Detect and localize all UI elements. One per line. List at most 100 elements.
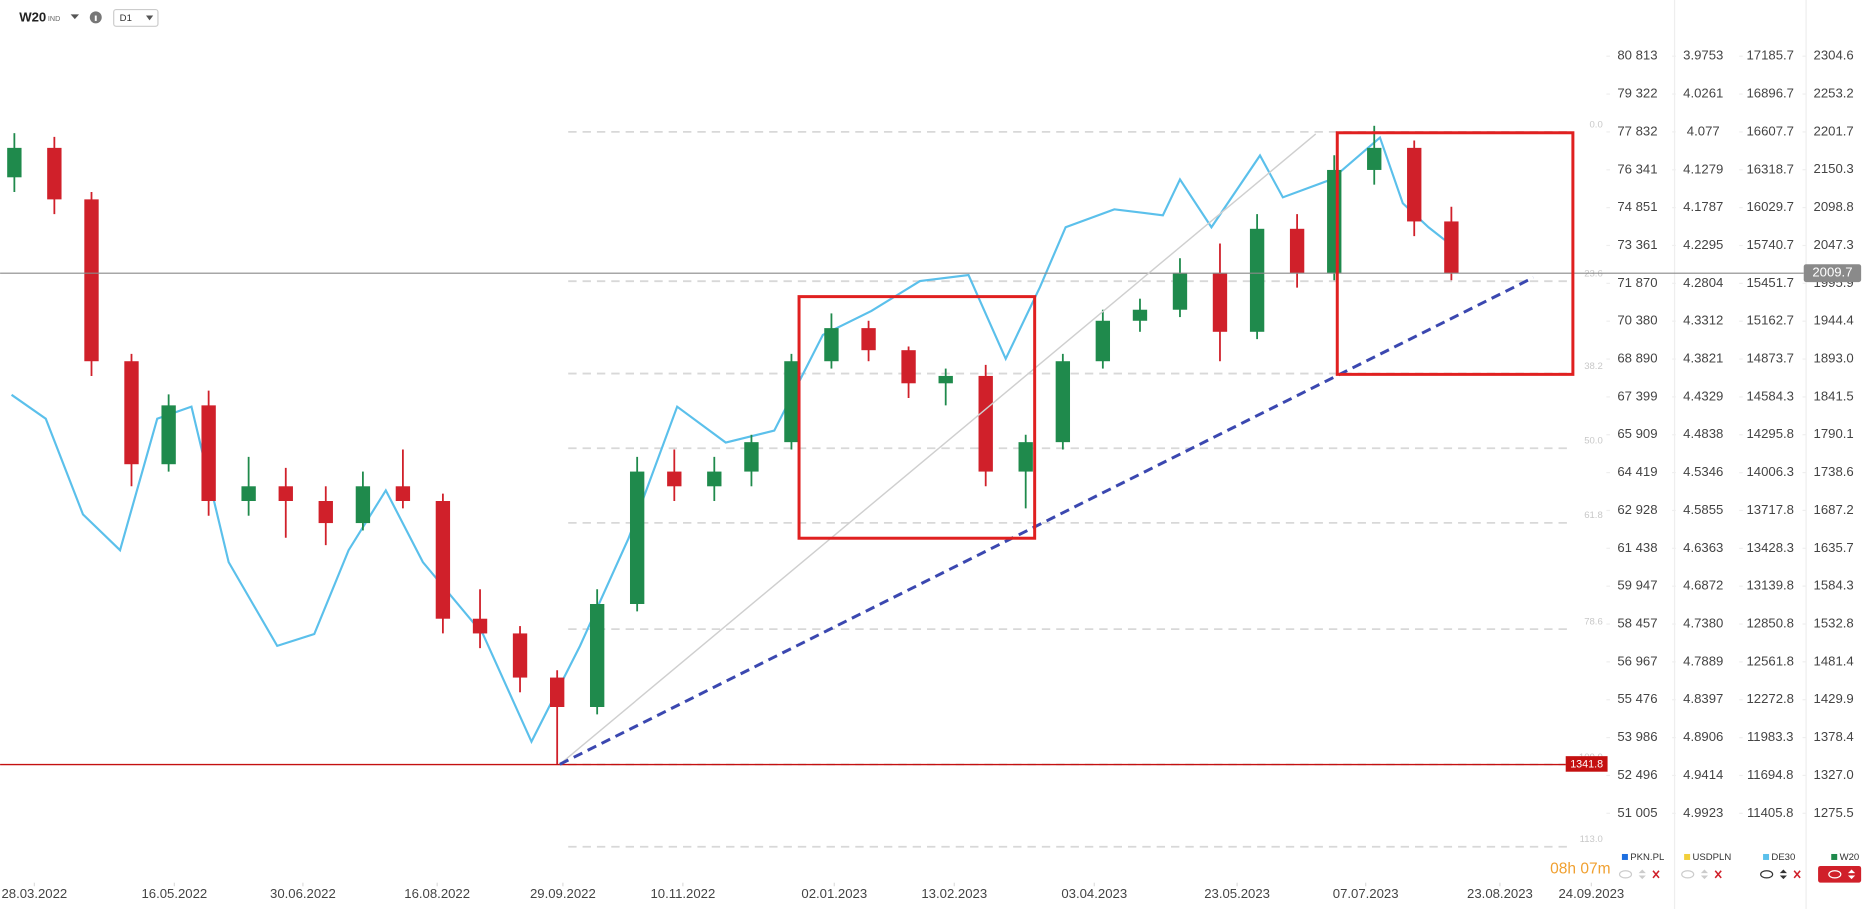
- y-tick-label: 16318.7: [1746, 161, 1794, 176]
- y-tick-label: 14584.3: [1746, 388, 1794, 403]
- y-tick-label: 1584.3: [1814, 578, 1854, 593]
- y-tick-label: 1790.1: [1814, 426, 1854, 441]
- info-icon-mark: [94, 15, 97, 21]
- y-tick-label: 11405.8: [1747, 805, 1794, 820]
- symbol-tag: IND: [48, 15, 60, 23]
- candle-body: [629, 471, 645, 605]
- candle-body: [938, 375, 953, 384]
- y-tick-label: 16029.7: [1746, 199, 1794, 214]
- timeframe-arrow: [145, 15, 154, 21]
- visibility-toggle[interactable]: [1681, 870, 1695, 879]
- y-tick-label: 76 341: [1617, 161, 1657, 176]
- trend-line: [559, 276, 1535, 766]
- candle-body: [707, 471, 722, 487]
- y-tick-label: 16896.7: [1746, 86, 1794, 101]
- timeframe: D1: [120, 13, 132, 24]
- y-tick-label: 71 870: [1617, 275, 1657, 290]
- candle-body: [1444, 221, 1459, 274]
- fib-label: 0.0: [1590, 119, 1603, 130]
- y-tick-label: 11983.3: [1747, 729, 1794, 744]
- order-toggle[interactable]: [1700, 869, 1709, 880]
- y-tick-label: 1635.7: [1814, 540, 1854, 555]
- x-tick-label: 23.05.2023: [1204, 886, 1270, 901]
- y-tick-label: 2098.8: [1814, 199, 1854, 214]
- legend-swatch: [1763, 853, 1770, 860]
- y-tick-label: 61 438: [1617, 540, 1657, 555]
- y-tick-label: 4.077: [1687, 123, 1720, 138]
- remove-series[interactable]: [1714, 870, 1722, 879]
- y-tick-label: 56 967: [1617, 653, 1657, 668]
- candle-body: [1095, 320, 1111, 362]
- x-tick-label: 03.04.2023: [1061, 886, 1127, 901]
- legend-label: DE30: [1771, 852, 1795, 863]
- y-tick-label: 1841.5: [1814, 388, 1854, 403]
- candle-body: [318, 501, 333, 524]
- y-tick-label: 1532.8: [1814, 615, 1854, 630]
- y-tick-label: 1481.4: [1814, 653, 1854, 668]
- order-toggle[interactable]: [1847, 869, 1856, 880]
- visibility-toggle[interactable]: [1760, 870, 1774, 879]
- candle-body: [1289, 228, 1305, 273]
- legend-swatch: [1621, 853, 1628, 860]
- y-tick-label: 4.8906: [1683, 729, 1723, 744]
- timeframe-select[interactable]: [113, 8, 159, 27]
- y-tick-label: 14873.7: [1746, 351, 1794, 366]
- fib-label: 50.0: [1584, 436, 1603, 447]
- remove-series[interactable]: [1861, 870, 1866, 879]
- x-tick-label: 30.06.2022: [270, 886, 336, 901]
- highlight-box: [1335, 131, 1575, 376]
- candle-body: [1407, 147, 1422, 222]
- y-tick-label: 4.2804: [1683, 275, 1723, 290]
- legend-label: W20: [1840, 852, 1860, 863]
- candle-body: [47, 147, 62, 200]
- remove-series[interactable]: [1793, 870, 1801, 879]
- y-tick-label: 15162.7: [1746, 313, 1794, 328]
- candle-body: [978, 375, 993, 472]
- visibility-toggle[interactable]: [1618, 870, 1633, 879]
- y-tick-label: 4.3312: [1683, 313, 1723, 328]
- y-tick-label: 53 986: [1617, 729, 1657, 744]
- x-tick-label: 07.07.2023: [1333, 886, 1399, 901]
- fib-label: 113.0: [1580, 834, 1603, 845]
- y-tick-label: 17185.7: [1746, 48, 1794, 63]
- y-tick-label: 4.1787: [1683, 199, 1723, 214]
- candle-body: [124, 361, 139, 465]
- y-tick-label: 12561.8: [1746, 653, 1794, 668]
- y-tick-label: 80 813: [1617, 48, 1657, 63]
- y-tick-label: 1327.0: [1814, 767, 1854, 782]
- y-tick-label: 4.5346: [1683, 464, 1723, 479]
- y-tick-label: 1893.0: [1814, 350, 1854, 365]
- y-tick-label: 4.7889: [1683, 653, 1723, 668]
- y-tick-label: 4.7380: [1683, 615, 1723, 630]
- x-tick-label: 13.02.2023: [921, 886, 987, 901]
- candle-body: [1327, 169, 1342, 273]
- support-label: 1341.8: [1570, 758, 1603, 770]
- axes: 28.03.2022 16.05.2022 30.06.2022 16.08.2022…: [1, 48, 1862, 901]
- order-toggle[interactable]: [1779, 869, 1787, 880]
- order-toggle[interactable]: [1638, 869, 1646, 880]
- candle-body: [161, 405, 176, 465]
- y-tick-label: 2253.2: [1814, 85, 1854, 100]
- candle-body: [1018, 442, 1033, 472]
- candle-body: [201, 405, 216, 502]
- fib-label: 61.8: [1584, 510, 1603, 521]
- candle-body: [1367, 147, 1382, 170]
- y-tick-label: 2304.6: [1814, 48, 1854, 63]
- plot-area: 0.023.638.250.061.878.6100.0113.0: [0, 119, 1804, 848]
- y-tick-label: 1275.5: [1814, 805, 1854, 820]
- x-tick-label: 02.01.2023: [801, 886, 867, 901]
- y-tick-label: 79 322: [1617, 86, 1657, 101]
- symbol-dropdown[interactable]: [70, 14, 80, 20]
- series-line: [10, 135, 1453, 745]
- candle-body: [784, 361, 799, 443]
- y-tick-label: 70 380: [1617, 313, 1657, 328]
- visibility-toggle[interactable]: [1828, 870, 1842, 879]
- candle-body: [512, 633, 528, 678]
- candle-body: [1212, 272, 1228, 332]
- y-tick-label: 11694.8: [1747, 767, 1794, 782]
- y-tick-label: 77 832: [1617, 123, 1657, 138]
- remove-series[interactable]: [1652, 870, 1660, 879]
- candle-body: [435, 501, 451, 619]
- y-tick-label: 51 005: [1617, 805, 1657, 820]
